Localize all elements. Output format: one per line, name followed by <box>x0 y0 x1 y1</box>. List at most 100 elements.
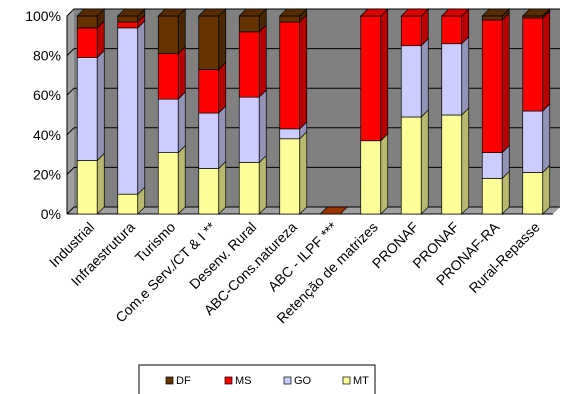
bar-segment-df <box>76 15 98 29</box>
bar-segment-mt <box>279 138 301 215</box>
y-tick-label: 0% <box>41 206 61 222</box>
bar-segment-go <box>522 110 544 173</box>
bar-side-go <box>420 37 429 118</box>
x-tick-label: Rural-Repasse <box>466 219 543 296</box>
bar-side-go <box>218 105 227 170</box>
bar-top <box>116 8 146 17</box>
bar-segment-ms <box>441 15 463 45</box>
bar-side-go <box>177 91 186 154</box>
bar-segment-df <box>238 15 260 33</box>
bar-segment-go <box>157 98 179 153</box>
bar-side-go <box>137 20 146 196</box>
bar-segment-df <box>157 15 179 54</box>
bar-segment-mt <box>481 178 503 215</box>
bar-top <box>359 8 389 17</box>
bar-segment-mt <box>360 140 382 215</box>
bar-segment-mt <box>238 162 260 215</box>
bar-side-ms <box>501 12 510 154</box>
legend-box <box>138 364 376 394</box>
bar-top <box>76 8 106 17</box>
bar-top <box>238 8 268 17</box>
plot-floor <box>67 207 560 214</box>
bar-side-mt <box>420 109 429 215</box>
legend-swatch-df <box>165 376 174 385</box>
bar-segment-ms <box>157 53 179 100</box>
legend-swatch-mt <box>342 376 351 385</box>
bar-top <box>521 8 551 17</box>
plot-back-wall <box>74 9 560 207</box>
bar-side-go <box>258 89 267 164</box>
bar-segment-df <box>198 15 220 70</box>
bar-empty-marker <box>319 206 349 215</box>
bar-top <box>440 8 470 17</box>
bar-segment-go <box>400 45 422 118</box>
bar-segment-go <box>481 152 503 179</box>
gridline <box>66 206 560 215</box>
bar-side-mt <box>218 160 227 215</box>
gridline <box>66 127 560 136</box>
bar-segment-go <box>198 112 220 169</box>
bar-side-df <box>177 8 186 55</box>
bar-segment-go <box>76 57 98 161</box>
y-tick-label: 60% <box>33 87 61 103</box>
bar-segment-ms <box>360 15 382 142</box>
legend-label-df: DF <box>176 375 191 387</box>
legend-swatch-ms <box>224 376 233 385</box>
bar-segment-mt <box>198 168 220 215</box>
bar-side-mt <box>96 152 105 215</box>
bar-top <box>481 8 511 17</box>
gridline <box>66 8 560 17</box>
bar-segment-ms <box>117 21 139 29</box>
bar-segment-ms <box>522 17 544 112</box>
bar-top <box>278 8 308 17</box>
bar-segment-go <box>238 96 260 163</box>
y-tick-label: 100% <box>25 8 61 24</box>
y-tick-label: 80% <box>33 48 61 64</box>
bar-segment-go <box>279 128 301 140</box>
gridline <box>66 87 560 96</box>
gridline <box>66 166 560 175</box>
legend-swatch-go <box>283 376 292 385</box>
gridline <box>66 48 560 56</box>
x-tick-label: ABC - ILPF *** <box>265 218 341 294</box>
legend-label-mt: MT <box>353 375 369 387</box>
bar-segment-ms <box>279 21 301 130</box>
legend-label-go: GO <box>294 375 312 387</box>
bar-segment-go <box>117 27 139 195</box>
bar-top <box>157 8 187 17</box>
bar-side-ms <box>542 10 551 112</box>
bar-segment-ms <box>238 31 260 98</box>
y-tick-label: 40% <box>33 127 61 143</box>
bar-segment-ms <box>400 15 422 47</box>
bar-segment-ms <box>481 19 503 153</box>
bar-side-ms <box>218 61 227 114</box>
bar-side-mt <box>542 164 551 215</box>
bar-side-ms <box>380 8 389 142</box>
bar-side-go <box>542 103 551 174</box>
bar-side-ms <box>177 45 186 101</box>
bar-segment-go <box>441 43 463 116</box>
bar-segment-mt <box>441 114 463 215</box>
y-tick-label: 20% <box>33 166 61 182</box>
bar-side-mt <box>380 132 389 215</box>
bar-segment-mt <box>117 193 139 215</box>
bar-side-mt <box>177 144 186 215</box>
bar-side-df <box>218 8 227 71</box>
bar-segment-mt <box>157 152 179 215</box>
bar-side-mt <box>299 130 308 215</box>
bar-segment-ms <box>76 27 98 58</box>
bar-side-go <box>461 35 470 116</box>
bar-top <box>400 8 430 17</box>
bar-side-ms <box>258 23 267 99</box>
bar-top <box>197 8 227 17</box>
bar-side-mt <box>258 154 267 215</box>
bar-segment-df <box>117 15 139 23</box>
bar-segment-df <box>279 15 301 23</box>
bar-segment-ms <box>198 69 220 114</box>
legend-label-ms: MS <box>235 375 252 387</box>
bar-segment-mt <box>400 116 422 215</box>
plot-side-wall <box>67 9 74 214</box>
bar-side-mt <box>461 107 470 215</box>
